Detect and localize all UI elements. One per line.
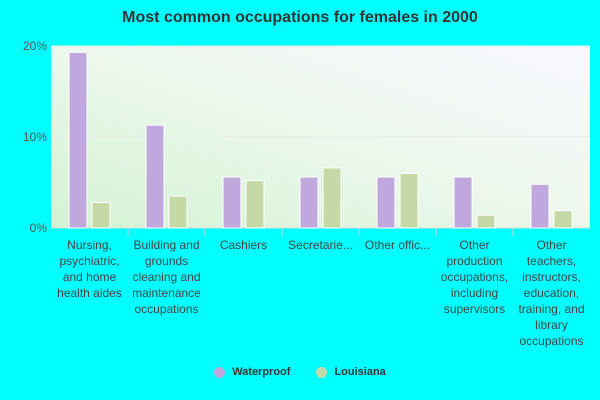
- y-tick-label: 20%: [23, 39, 47, 53]
- legend-item-louisiana: Louisiana: [316, 366, 386, 378]
- legend-item-waterproof: Waterproof: [214, 366, 290, 378]
- x-category-label: Other production occupations, including …: [440, 238, 509, 316]
- bar-louisiana-1: [168, 195, 188, 229]
- x-category-label: Secretarie...: [288, 238, 353, 252]
- legend-swatch-louisiana: [316, 366, 328, 378]
- x-category-label: Cashiers: [219, 238, 268, 252]
- bar-waterproof-3: [299, 176, 319, 229]
- legend-label-louisiana: Louisiana: [334, 366, 386, 378]
- bar-waterproof-0: [68, 51, 88, 229]
- y-tick-label: 10%: [23, 130, 47, 144]
- bar-waterproof-2: [222, 176, 242, 229]
- bar-waterproof-5: [453, 176, 473, 229]
- bar-waterproof-1: [145, 124, 165, 229]
- bar-waterproof-4: [376, 176, 396, 229]
- bar-louisiana-4: [399, 172, 419, 229]
- legend: Waterproof Louisiana: [0, 366, 600, 378]
- x-category-label: Other teachers, instructors, education, …: [518, 238, 585, 348]
- bar-louisiana-3: [322, 167, 342, 229]
- bar-louisiana-2: [245, 180, 265, 229]
- legend-label-waterproof: Waterproof: [232, 366, 291, 378]
- x-category-label: Other offic...: [364, 238, 431, 252]
- bar-waterproof-6: [530, 183, 550, 229]
- bar-louisiana-6: [553, 210, 573, 229]
- chart-title: Most common occupations for females in 2…: [122, 9, 478, 26]
- x-category-label: Building and grounds cleaning and mainte…: [132, 238, 201, 316]
- bar-louisiana-0: [91, 202, 111, 229]
- legend-swatch-waterproof: [214, 366, 226, 378]
- y-tick-label: 0%: [30, 221, 48, 235]
- x-category-label: Nursing, psychiatric, and home health ai…: [57, 238, 122, 300]
- bar-louisiana-5: [476, 214, 496, 229]
